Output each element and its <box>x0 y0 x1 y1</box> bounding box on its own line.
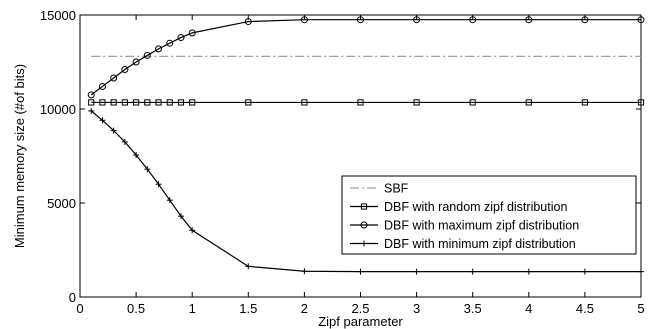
square-marker <box>144 99 151 106</box>
legend-item: DBF with minimum zipf distribution <box>350 237 576 251</box>
series-2 <box>88 99 645 106</box>
x-tick-label: 5 <box>637 301 644 316</box>
x-tick-label: 3.5 <box>464 301 482 316</box>
x-tick-label: 0.5 <box>127 301 145 316</box>
plus-marker <box>133 152 140 159</box>
legend-item: DBF with random zipf distribution <box>350 200 567 214</box>
circle-marker <box>98 82 106 90</box>
circle-marker <box>121 66 129 74</box>
plus-marker <box>99 117 106 124</box>
square-marker <box>469 99 476 106</box>
square-marker <box>155 99 162 106</box>
plus-marker <box>166 197 173 204</box>
series-layer <box>87 16 645 275</box>
square-marker <box>245 99 252 106</box>
plus-marker <box>245 263 252 270</box>
x-tick-label: 1.5 <box>239 301 257 316</box>
x-tick-label: 1 <box>189 301 196 316</box>
square-marker <box>121 99 128 106</box>
square-marker <box>110 99 117 106</box>
plus-marker <box>144 166 151 173</box>
series-4 <box>88 107 644 275</box>
square-marker <box>166 99 173 106</box>
legend-label: DBF with maximum zipf distribution <box>384 219 579 233</box>
square-marker <box>413 99 420 106</box>
circle-marker <box>166 39 174 47</box>
plus-marker <box>413 268 420 275</box>
square-marker <box>301 99 308 106</box>
circle-marker <box>188 29 196 37</box>
square-marker <box>99 99 106 106</box>
x-tick-label: 2.5 <box>351 301 369 316</box>
x-axis-label: Zipf parameter <box>318 314 403 329</box>
square-marker <box>581 99 588 106</box>
square-marker <box>177 99 185 106</box>
square-marker <box>133 99 140 106</box>
series-line <box>90 110 641 273</box>
legend-box <box>341 175 637 255</box>
square-marker <box>88 99 95 106</box>
plus-marker <box>469 268 476 275</box>
legend-item: DBF with maximum zipf distribution <box>350 219 579 233</box>
square-marker <box>189 99 196 106</box>
circle-marker <box>155 45 163 53</box>
square-marker <box>637 99 645 106</box>
y-tick-label: 0 <box>69 290 76 305</box>
x-tick-label: 2 <box>301 301 308 316</box>
legend-label: SBF <box>384 182 409 196</box>
legend: SBF DBF with random zipf distribution DBF … <box>341 175 637 255</box>
x-tick-label: 4 <box>525 301 532 316</box>
square-marker <box>525 99 532 106</box>
plus-marker <box>177 213 184 220</box>
plus-marker <box>121 138 128 145</box>
legend-marker <box>360 221 368 229</box>
plus-marker <box>88 107 95 114</box>
plus-marker <box>301 268 308 275</box>
circle-marker <box>143 51 151 59</box>
axes-layer: 0 0.5 1 1.5 2 2.5 3 3.5 4 4.5 5 0 5000 10000 15000 <box>40 8 645 316</box>
x-tick-label: 4.5 <box>576 301 594 316</box>
plus-marker <box>357 268 364 275</box>
square-marker <box>357 99 364 106</box>
circle-marker <box>177 34 185 42</box>
legend-item: SBF <box>350 182 409 196</box>
legend-label: DBF with random zipf distribution <box>384 200 567 214</box>
plus-marker <box>525 268 532 275</box>
legend-marker <box>360 203 368 210</box>
circle-marker <box>87 91 95 99</box>
plus-marker <box>155 181 162 188</box>
circle-marker <box>132 58 140 66</box>
y-tick-label: 15000 <box>40 8 76 23</box>
plus-marker <box>189 227 196 234</box>
plus-marker <box>638 268 644 275</box>
y-tick-label: 10000 <box>40 102 76 117</box>
plus-marker <box>110 127 117 134</box>
x-tick-label: 3 <box>413 301 420 316</box>
legend-marker <box>361 240 367 247</box>
circle-marker <box>110 74 118 82</box>
y-axis-label: Minimum memory size (#of bits) <box>12 64 27 248</box>
y-tick-label: 5000 <box>47 196 76 211</box>
series-line <box>90 19 641 96</box>
x-tick-label: 0 <box>76 301 83 316</box>
plus-marker <box>581 268 588 275</box>
legend-label: DBF with minimum zipf distribution <box>384 237 576 251</box>
plot-area <box>79 14 642 298</box>
